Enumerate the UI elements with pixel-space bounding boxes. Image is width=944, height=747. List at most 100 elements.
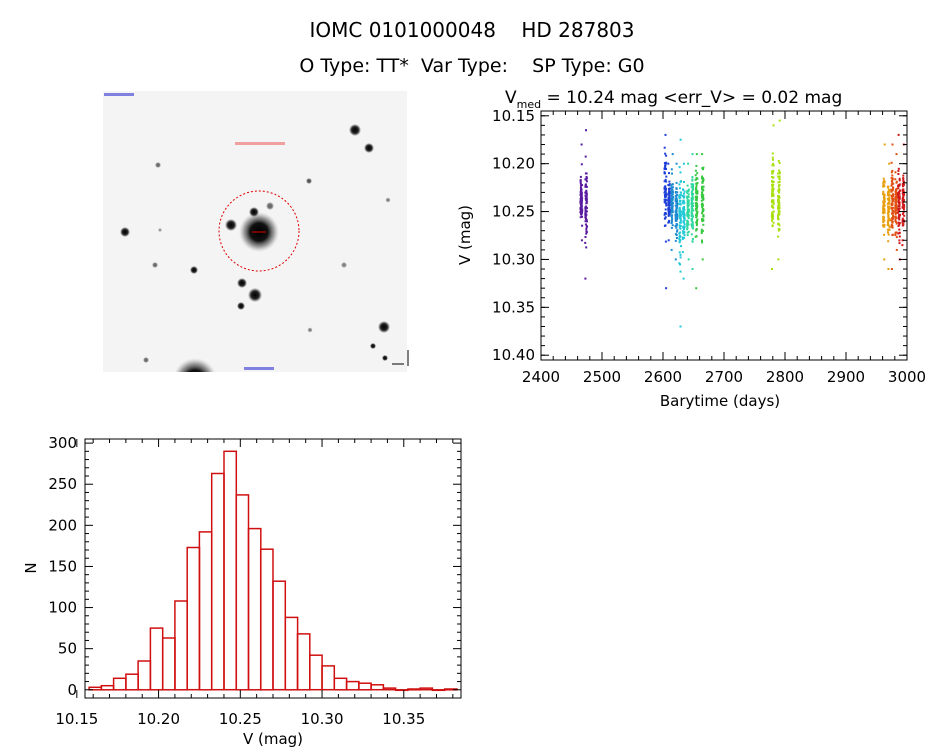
lc-point	[585, 231, 588, 234]
lc-point	[772, 210, 775, 213]
lc-point	[897, 225, 900, 227]
lc-point	[691, 198, 694, 201]
histogram-bar	[100, 684, 115, 691]
star	[143, 357, 149, 363]
lc-point	[580, 196, 583, 199]
lc-point	[700, 194, 703, 197]
lc-point	[886, 197, 889, 200]
lc-point	[895, 202, 897, 205]
lc-point	[695, 184, 698, 187]
lc-point	[771, 164, 774, 167]
lc-point	[897, 215, 900, 218]
lc-point	[670, 197, 673, 200]
lc-point	[887, 205, 889, 208]
lc-point	[665, 175, 668, 178]
lc-point	[686, 219, 689, 222]
lc-point	[671, 210, 674, 213]
lc-point	[664, 178, 667, 181]
lc-point	[674, 199, 677, 202]
lc-point	[674, 211, 677, 213]
lc-point	[580, 201, 582, 204]
lc-point	[682, 232, 685, 235]
lc-point	[691, 268, 694, 270]
lc-point	[681, 251, 684, 254]
lc-point	[676, 218, 679, 220]
lc-point	[686, 211, 689, 214]
lc-point	[903, 205, 906, 208]
lc-point	[679, 253, 682, 256]
lc-point	[676, 230, 678, 233]
lc-point	[902, 208, 905, 211]
lc-xtick-label: 2700	[705, 368, 743, 386]
lc-point	[887, 201, 890, 204]
lc-point	[585, 226, 588, 229]
lc-point	[682, 196, 685, 199]
lc-point	[895, 222, 898, 225]
lc-point	[888, 198, 891, 201]
lc-point	[667, 204, 670, 207]
lc-point	[690, 204, 693, 207]
lc-point	[679, 221, 682, 224]
lc-point	[670, 192, 673, 195]
lc-point	[585, 232, 588, 235]
lc-point	[585, 191, 588, 194]
hist-ytick-label: 50	[58, 640, 77, 658]
lc-point	[664, 163, 667, 166]
lc-point	[771, 184, 774, 186]
lc-point	[579, 207, 582, 210]
lc-point	[894, 206, 897, 209]
lc-point	[897, 187, 900, 190]
lc-point	[663, 146, 666, 149]
lc-point	[682, 209, 685, 212]
lc-point	[581, 215, 583, 218]
lc-point	[692, 209, 695, 212]
lc-point	[691, 238, 694, 240]
lc-point	[883, 210, 886, 213]
lc-point	[678, 206, 681, 209]
lc-point	[675, 215, 678, 218]
lc-point	[682, 215, 685, 218]
lc-point	[902, 184, 905, 187]
lc-point	[695, 182, 698, 185]
lc-point	[702, 223, 705, 226]
lc-point	[690, 192, 693, 195]
lc-point	[897, 200, 900, 203]
lc-point	[888, 207, 890, 210]
lc-point	[672, 191, 674, 194]
lc-point	[772, 199, 775, 202]
lc-point	[778, 187, 781, 190]
lc-point	[585, 218, 587, 220]
histogram-bar	[358, 682, 372, 691]
lc-point	[777, 200, 780, 203]
lc-point	[686, 195, 689, 198]
lc-point	[585, 180, 588, 183]
lc-point	[665, 154, 668, 157]
lc-point	[676, 202, 679, 205]
lc-point	[585, 185, 588, 188]
lc-point	[901, 192, 904, 195]
lc-point	[887, 231, 889, 234]
lc-point	[690, 225, 693, 228]
lc-point	[702, 215, 705, 218]
lc-point	[586, 207, 588, 210]
star	[382, 355, 388, 361]
lc-point	[585, 194, 588, 197]
lc-point	[892, 182, 895, 185]
lc-point	[668, 198, 671, 201]
lc-point	[772, 206, 774, 208]
lc-point	[682, 221, 685, 224]
lc-point	[901, 213, 904, 216]
lc-point	[890, 219, 893, 222]
lc-point	[678, 226, 681, 229]
lc-point	[882, 224, 885, 227]
lc-point	[895, 180, 898, 183]
lc-point	[888, 197, 891, 199]
lc-series	[670, 153, 679, 261]
lc-point	[579, 211, 582, 214]
lc-point	[664, 200, 667, 203]
lc-point	[679, 171, 682, 174]
lc-point	[882, 190, 885, 193]
lc-point	[898, 214, 900, 217]
lc-point	[674, 225, 677, 227]
lc-point	[898, 189, 901, 192]
